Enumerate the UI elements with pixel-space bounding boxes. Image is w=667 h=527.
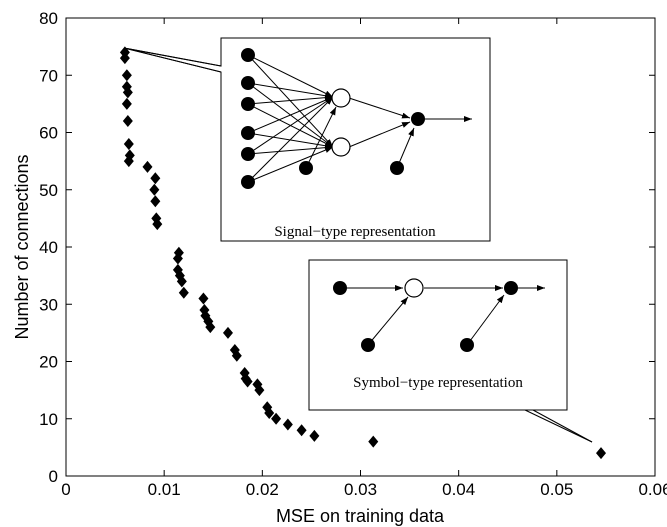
data-point bbox=[296, 424, 307, 437]
y-axis-label: Number of connections bbox=[12, 154, 32, 339]
x-tick-label: 0.02 bbox=[246, 480, 279, 499]
signal-type-label: Signal−type representation bbox=[274, 224, 436, 240]
data-point bbox=[242, 375, 253, 388]
data-point bbox=[150, 172, 161, 185]
y-tick-label: 60 bbox=[39, 124, 58, 143]
plot-frame bbox=[65, 17, 656, 477]
x-tick-label: 0 bbox=[61, 480, 70, 499]
data-points bbox=[119, 46, 607, 460]
signal-type-inset: Signal−type representation bbox=[123, 37, 491, 242]
data-point bbox=[176, 275, 187, 288]
data-point bbox=[178, 286, 189, 299]
data-point bbox=[368, 435, 379, 448]
data-point bbox=[152, 218, 163, 231]
y-tick-label: 50 bbox=[39, 181, 58, 200]
data-point bbox=[309, 429, 320, 442]
symbol-nodes bbox=[333, 281, 518, 352]
symbol-type-inset: Symbol−type representation bbox=[308, 259, 593, 443]
y-tick-label: 70 bbox=[39, 66, 58, 85]
signal-callout-box bbox=[123, 37, 491, 242]
x-tick-label: 0.05 bbox=[540, 480, 573, 499]
y-tick-label: 0 bbox=[49, 467, 58, 486]
data-point bbox=[231, 349, 242, 362]
data-point bbox=[282, 418, 293, 431]
data-point bbox=[271, 412, 282, 425]
data-point bbox=[121, 97, 132, 110]
y-tick-label: 40 bbox=[39, 238, 58, 257]
data-point bbox=[119, 52, 130, 65]
data-point bbox=[123, 155, 134, 168]
symbol-type-label: Symbol−type representation bbox=[353, 375, 523, 391]
x-tick-label: 0.06 bbox=[638, 480, 667, 499]
symbol-callout-pointer bbox=[532, 409, 593, 443]
data-point bbox=[222, 326, 233, 339]
x-tick-label: 0.01 bbox=[148, 480, 181, 499]
data-point bbox=[122, 86, 133, 99]
data-point bbox=[205, 321, 216, 334]
x-tick-label: 0.03 bbox=[344, 480, 377, 499]
data-point bbox=[142, 160, 153, 173]
x-axis-label: MSE on training data bbox=[276, 506, 445, 526]
data-point bbox=[123, 137, 134, 150]
y-tick-label: 10 bbox=[39, 410, 58, 429]
data-point bbox=[121, 69, 132, 82]
signal-nodes bbox=[241, 48, 425, 189]
y-tick-labels: 0 10 20 30 40 50 60 70 80 bbox=[39, 9, 58, 486]
y-tick-label: 20 bbox=[39, 353, 58, 372]
signal-connections bbox=[247, 54, 472, 183]
data-point bbox=[198, 292, 209, 305]
data-point bbox=[172, 252, 183, 265]
data-point bbox=[122, 115, 133, 128]
x-tick-labels: 0 0.01 0.02 0.03 0.04 0.05 0.06 bbox=[61, 480, 667, 499]
data-point bbox=[264, 407, 275, 420]
data-point bbox=[150, 195, 161, 208]
signal-callout-pointer bbox=[123, 47, 222, 67]
x-tick-label: 0.04 bbox=[442, 480, 475, 499]
y-tick-label: 80 bbox=[39, 9, 58, 28]
data-point bbox=[149, 183, 160, 196]
y-tick-label: 30 bbox=[39, 295, 58, 314]
symbol-callout-pointer bbox=[524, 409, 593, 443]
data-point bbox=[254, 384, 265, 397]
signal-callout-pointer bbox=[123, 47, 222, 73]
data-point bbox=[596, 447, 607, 460]
